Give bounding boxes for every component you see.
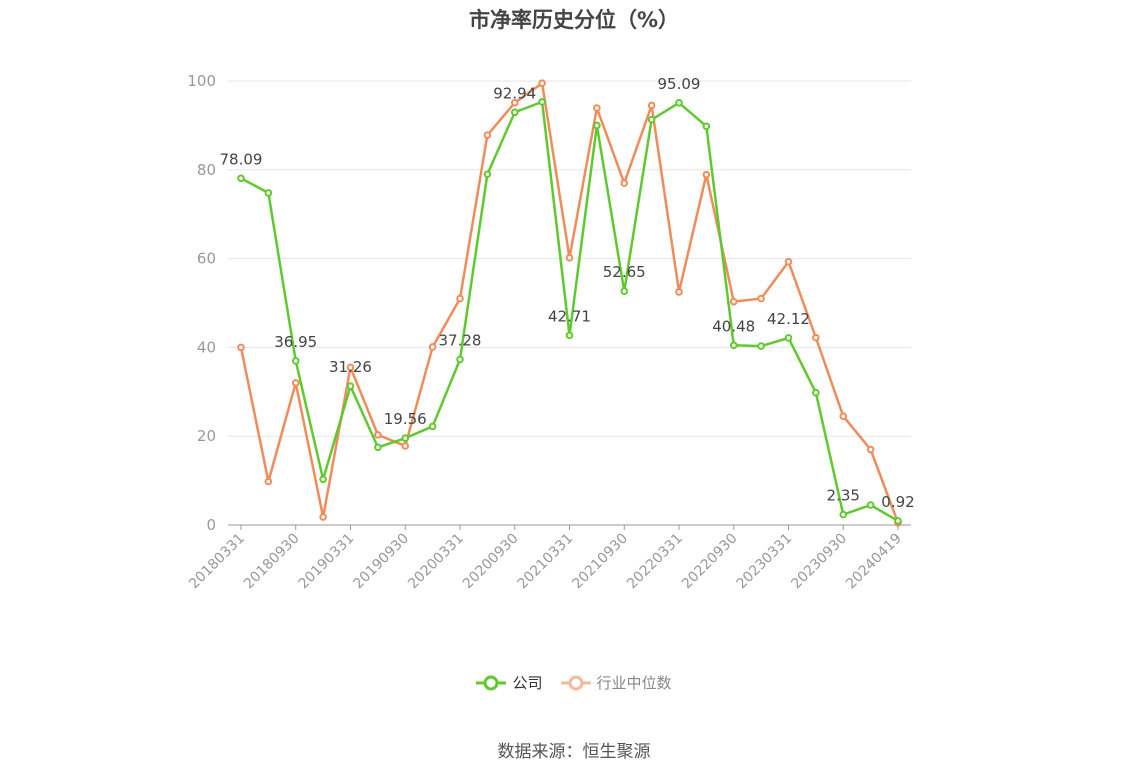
- data-point: [565, 253, 574, 262]
- data-point: [483, 131, 492, 139]
- data-point: [264, 477, 273, 486]
- series-group: [237, 79, 902, 527]
- x-tick-label: 20230331: [734, 531, 796, 593]
- data-point: [401, 442, 410, 450]
- legend-item-company[interactable]: 公司: [476, 672, 543, 693]
- data-point: [319, 475, 327, 484]
- x-tick-label: 20210930: [569, 531, 631, 593]
- data-point: [401, 434, 410, 442]
- data-point: [346, 363, 355, 372]
- data-point: [456, 294, 464, 303]
- data-point: [319, 513, 327, 521]
- legend-industry-label: 行业中位数: [596, 674, 672, 692]
- legend-company-label: 公司: [512, 674, 543, 692]
- data-point: [620, 179, 629, 187]
- y-tick-label: 60: [197, 250, 216, 268]
- data-point: [510, 98, 519, 107]
- data-point: [702, 122, 711, 131]
- series-line-1: [239, 81, 900, 524]
- data-point: [264, 189, 273, 197]
- data-label: 42.71: [548, 307, 591, 325]
- data-label: 2.35: [827, 487, 860, 505]
- x-tick-label: 20200331: [405, 531, 467, 593]
- data-point: [866, 501, 875, 509]
- legend-company-icon: [476, 675, 507, 690]
- data-point: [456, 355, 464, 364]
- data-point: [839, 412, 848, 421]
- legend-industry-icon: [560, 675, 591, 690]
- data-label: 19.56: [384, 410, 427, 428]
- legend-item-industry[interactable]: 行业中位数: [560, 672, 672, 693]
- x-tick-label: 20220930: [679, 531, 741, 593]
- data-label: 37.28: [439, 331, 482, 349]
- data-label: 42.12: [767, 310, 810, 328]
- data-point: [346, 382, 355, 391]
- data-label: 36.95: [274, 333, 317, 351]
- data-point: [374, 431, 382, 439]
- data-point: [729, 297, 738, 306]
- data-point: [729, 341, 738, 350]
- data-point: [565, 331, 574, 340]
- data-point: [593, 104, 601, 112]
- x-tick-label: 20190331: [296, 531, 358, 593]
- data-point: [894, 517, 902, 525]
- data-point: [647, 101, 656, 110]
- y-tick-label: 80: [197, 161, 216, 179]
- x-tick-label: 20190930: [350, 531, 412, 593]
- y-axis: 0 20 40 60 80 100: [187, 72, 216, 534]
- data-label: 78.09: [220, 150, 263, 168]
- data-point: [675, 99, 683, 107]
- data-point: [812, 388, 820, 397]
- data-point: [757, 294, 765, 303]
- y-tick-label: 100: [187, 72, 216, 90]
- data-point: [784, 257, 793, 266]
- data-point: [675, 288, 683, 296]
- data-point: [757, 342, 765, 350]
- data-point: [784, 334, 793, 342]
- data-labels: 78.09 36.95 31.26 19.56 37.28 92.94 42.71 52.65…: [220, 75, 915, 511]
- y-tick-label: 20: [197, 427, 216, 445]
- data-point: [593, 121, 601, 130]
- data-point: [428, 343, 437, 351]
- x-tick-label: 20180331: [186, 531, 248, 593]
- data-point: [866, 445, 875, 454]
- data-point: [647, 115, 656, 124]
- data-point: [428, 422, 437, 431]
- data-point: [483, 170, 492, 179]
- data-label: 31.26: [329, 358, 372, 376]
- data-label: 52.65: [603, 263, 646, 281]
- x-tick-label: 20240419: [843, 531, 905, 593]
- y-tick-label: 40: [197, 338, 216, 356]
- x-tick-label: 20230930: [788, 531, 850, 593]
- legend: 公司 行业中位数: [0, 672, 1148, 693]
- data-point: [702, 170, 711, 179]
- data-point: [237, 343, 245, 352]
- data-point: [839, 510, 848, 519]
- data-label: 40.48: [712, 317, 755, 335]
- data-point: [510, 108, 519, 117]
- data-point: [538, 98, 546, 106]
- data-label: 0.92: [881, 493, 914, 511]
- data-point: [620, 287, 629, 296]
- x-tick-label: 20220331: [624, 531, 686, 593]
- data-point: [374, 443, 382, 452]
- data-point: [237, 174, 245, 183]
- data-point: [812, 333, 820, 342]
- x-tick-label: 20180930: [241, 531, 303, 593]
- data-label: 95.09: [658, 75, 701, 93]
- data-source: 数据来源：恒生聚源: [497, 742, 651, 762]
- y-tick-label: 0: [206, 516, 216, 534]
- x-tick-label: 20200930: [460, 531, 522, 593]
- x-tick-label: 20210331: [515, 531, 577, 593]
- data-point: [538, 79, 546, 88]
- x-axis: 2018033120180930201903312019093020200331…: [186, 524, 911, 593]
- data-label: 92.94: [493, 84, 536, 102]
- data-point: [291, 379, 300, 387]
- chart-title: 市净率历史分位（%）: [468, 8, 680, 32]
- data-point: [291, 357, 300, 365]
